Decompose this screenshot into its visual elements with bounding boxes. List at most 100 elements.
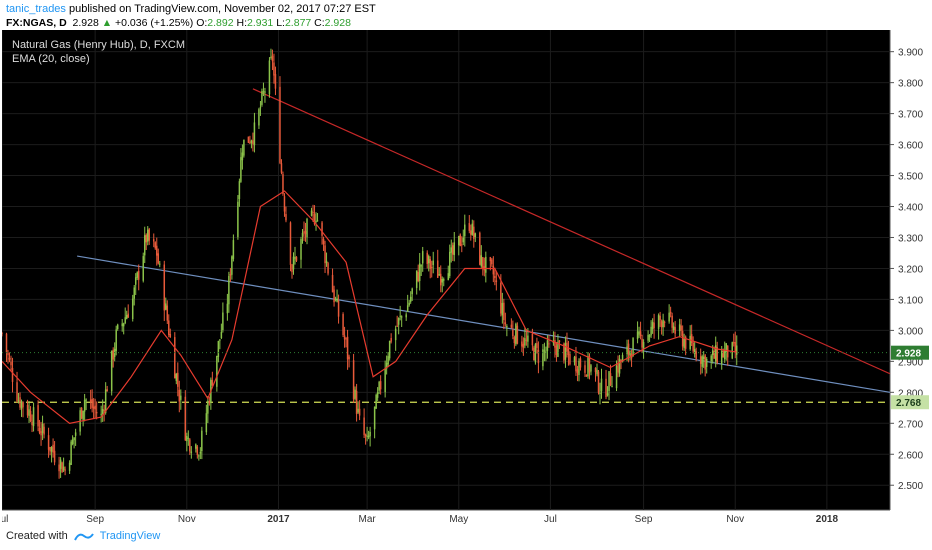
svg-text:2.928: 2.928 (896, 349, 921, 360)
candle-down (322, 236, 325, 251)
time-scale[interactable] (2, 510, 890, 525)
candle-down (64, 466, 66, 476)
tradingview-brand-link[interactable]: TradingView (99, 530, 161, 542)
candle-up (306, 217, 308, 245)
candle-up (501, 292, 504, 324)
candle-up (375, 393, 377, 409)
candle-up (250, 139, 253, 149)
candle-down (80, 406, 83, 420)
indicator-label: EMA (20, close) (12, 53, 90, 65)
candle-up (241, 144, 244, 170)
candle-down (426, 250, 428, 269)
candle-down (196, 444, 199, 459)
candle-up (418, 252, 421, 291)
x-axis-labels: Jul Sep Nov 2017 Mar May Jul Sep Nov 2018 (2, 514, 838, 525)
x-tick-label: Sep (86, 514, 104, 525)
candle-up (124, 307, 126, 325)
candle-up (651, 318, 654, 334)
ema-line (2, 190, 737, 424)
y-tick-label: 3.500 (898, 172, 923, 183)
candle-up (226, 293, 229, 321)
candle-up (409, 291, 412, 304)
price-chart[interactable]: 2.500 2.600 2.700 2.800 2.900 3.000 3.100 3.200… (2, 30, 932, 525)
candle-up (524, 327, 526, 349)
trendline-resistance[interactable] (252, 88, 891, 375)
candle-down (7, 349, 9, 364)
candle-up (205, 404, 208, 436)
candle-down (342, 312, 344, 338)
footer: Created with TradingView (6, 530, 160, 542)
y-tick-label: 2.600 (898, 450, 923, 461)
candle-down (692, 336, 694, 354)
candle-down (303, 221, 305, 241)
candle-down (716, 341, 718, 365)
candle-down (61, 461, 63, 473)
candle-down (555, 341, 558, 362)
candle-up (217, 340, 220, 363)
trendline-support[interactable] (77, 255, 891, 393)
candle-up (367, 430, 370, 440)
candle-down (594, 367, 597, 382)
candle-down (734, 331, 736, 359)
candle-up (301, 229, 304, 244)
candles (2, 48, 738, 479)
candle-up (599, 382, 601, 405)
candle-up (485, 251, 487, 283)
y-tick-label: 3.800 (898, 79, 923, 90)
symbol: FX:NGAS, D (6, 17, 67, 29)
candle-up (116, 323, 119, 331)
candle-down (177, 362, 179, 397)
candle-down (273, 53, 275, 84)
candle-down (189, 437, 191, 455)
candle-up (219, 339, 221, 350)
candle-up (237, 195, 239, 240)
candle-up (710, 354, 712, 369)
candle-up (357, 401, 359, 414)
candle-up (220, 323, 223, 340)
candle-down (91, 389, 93, 413)
candle-down (726, 345, 729, 366)
candle-up (432, 251, 434, 274)
candle-down (348, 354, 350, 368)
candle-up (608, 371, 610, 401)
candle-down (390, 333, 392, 344)
candle-up (216, 355, 218, 392)
candle-down (137, 264, 140, 291)
candle-up (115, 325, 117, 356)
price-scale[interactable] (890, 30, 932, 525)
candle-up (394, 325, 397, 351)
candle-down (567, 340, 570, 366)
candle-up (373, 406, 376, 439)
change: +0.036 (+1.25%) (115, 17, 194, 29)
candle-up (545, 346, 547, 362)
candle-down (554, 331, 556, 358)
candle-up (71, 435, 74, 446)
candle-down (536, 337, 538, 354)
candle-down (346, 329, 349, 370)
candle-up (442, 277, 445, 287)
candle-down (5, 332, 8, 362)
candle-up (243, 139, 245, 158)
trendlines[interactable] (2, 88, 891, 403)
candle-down (327, 261, 329, 276)
candle-up (62, 457, 65, 473)
candle-down (285, 206, 287, 223)
candle-up (121, 319, 123, 332)
high-value: 2.931 (247, 17, 274, 29)
candle-up (701, 354, 703, 374)
candle-down (533, 345, 535, 361)
candle-up (20, 399, 23, 417)
chart-area[interactable]: 2.500 2.600 2.700 2.800 2.900 3.000 3.100 3.200… (2, 30, 932, 525)
y-tick-label: 3.900 (898, 48, 923, 59)
candle-down (429, 256, 431, 279)
candle-down (291, 263, 293, 279)
candle-down (653, 313, 655, 339)
candle-up (334, 296, 337, 302)
candle-up (387, 352, 389, 368)
x-tick-label: May (449, 514, 468, 525)
candle-down (289, 221, 292, 272)
author-link[interactable]: tanic_trades (6, 3, 66, 15)
candle-up (199, 447, 202, 460)
candle-down (396, 315, 398, 328)
candle-up (17, 392, 20, 404)
